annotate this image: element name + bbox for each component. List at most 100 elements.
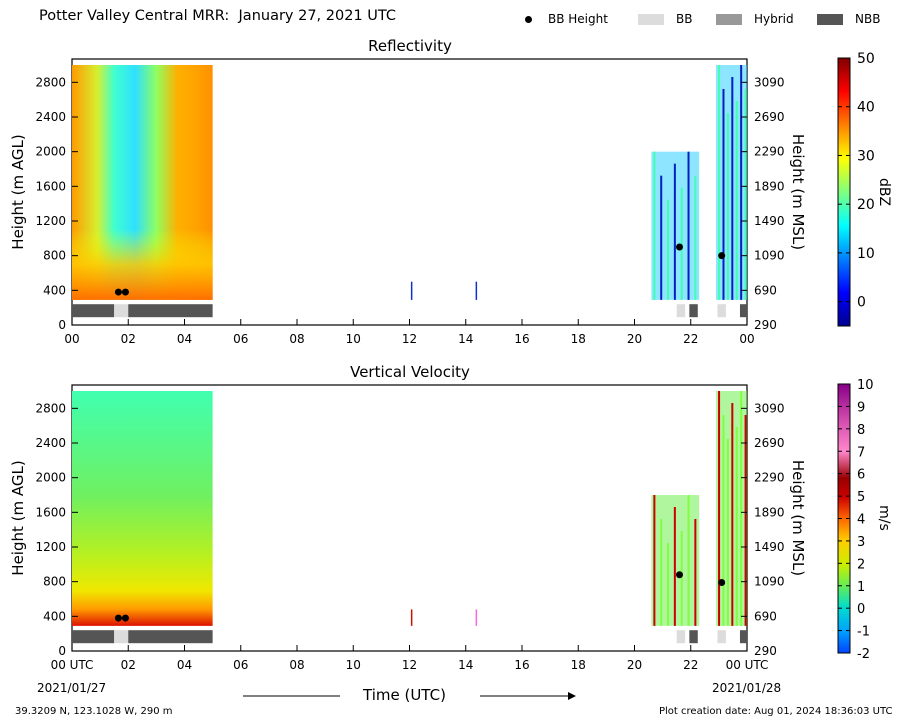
x-tick-label: 02 (121, 658, 136, 672)
colorbar-tick-label: 30 (857, 148, 875, 164)
bb-class-segment (72, 304, 115, 318)
y-tick-label: 2400 (35, 110, 66, 124)
data-streak (740, 391, 743, 626)
y2-tick-label: 2690 (754, 436, 785, 450)
start-date-label: 2021/01/27 (37, 681, 107, 695)
data-streak (722, 89, 725, 300)
data-streak (726, 439, 729, 626)
data-streak (660, 175, 663, 300)
data-streak (726, 113, 729, 300)
bb-class-segment (114, 304, 129, 318)
y-tick-label: 400 (43, 609, 66, 623)
y-tick-label: 2400 (35, 436, 66, 450)
data-streak (744, 89, 747, 300)
colorbar-tick-label: -1 (857, 625, 870, 640)
y2-tick-label: 1090 (754, 575, 785, 589)
bb-class-segment (689, 630, 698, 644)
data-region (410, 281, 413, 300)
data-streak (660, 519, 663, 626)
data-streak (673, 507, 676, 626)
data-streak (667, 199, 670, 300)
legend-nbb: NBB (817, 11, 880, 27)
data-region (475, 609, 478, 626)
bb-height-point (114, 614, 122, 622)
data-streak (694, 175, 697, 300)
y-tick-label: 2800 (35, 401, 66, 415)
data-streak (722, 415, 725, 626)
y2-tick-label: 3090 (754, 75, 785, 89)
colorbar (837, 57, 851, 327)
y2-tick-label: 1890 (754, 179, 785, 193)
bb-class-segment (689, 304, 698, 318)
data-streak (653, 495, 656, 626)
bb-class-segment (717, 630, 726, 644)
y-tick-label: 1600 (35, 505, 66, 519)
y-tick-label: 2000 (35, 145, 66, 159)
colorbar-tick-label: 40 (857, 100, 875, 116)
bb-class-segment (717, 304, 726, 318)
y-tick-label: 0 (58, 644, 66, 658)
bb-height-point (676, 571, 683, 579)
data-streak (735, 427, 738, 626)
x-tick-label: 14 (458, 332, 473, 346)
y2-tick-label: 2690 (754, 110, 785, 124)
bb-height-point (114, 288, 122, 296)
bb-height-point (676, 243, 683, 251)
x-tick-label: 08 (289, 658, 304, 672)
x-tick-label: 08 (289, 332, 304, 346)
velocity-panel-title: Vertical Velocity (350, 363, 470, 381)
bb-height-point (121, 614, 129, 622)
data-streak (680, 531, 683, 626)
y2-tick-label: 1490 (754, 540, 785, 554)
colorbar-tick-label: 9 (857, 400, 865, 415)
colorbar-tick-label: 50 (857, 51, 875, 67)
colorbar-tick-label: 10 (857, 246, 875, 262)
y2-tick-label: 690 (754, 283, 777, 297)
colorbar-tick-label: 5 (857, 490, 865, 505)
y-tick-label: 1600 (35, 179, 66, 193)
hybrid-swatch-icon (716, 13, 742, 25)
colorbar-tick-label: 4 (857, 513, 865, 528)
data-region (475, 281, 478, 300)
bb-height-marker-icon (525, 15, 532, 23)
bb-class-segment (676, 630, 686, 644)
y-tick-label: 800 (43, 575, 66, 589)
colorbar-tick-label: 10 (857, 378, 874, 393)
legend-bb: BB (638, 11, 692, 27)
x-tick-label: 16 (514, 332, 529, 346)
colorbar-tick-label: 3 (857, 535, 865, 550)
x-tick-label: 04 (177, 658, 192, 672)
y2-tick-label: 690 (754, 609, 777, 623)
x-tick-label: 02 (121, 332, 136, 346)
legend-label: BB Height (548, 12, 608, 26)
x-tick-label: 00 (739, 332, 754, 346)
legend-hybrid: Hybrid (716, 11, 794, 27)
y2-tick-label: 290 (754, 318, 777, 332)
data-streak (680, 187, 683, 300)
x-tick-label: 16 (514, 658, 529, 672)
x-tick-label: 00 UTC (726, 658, 769, 672)
y-tick-label: 800 (43, 249, 66, 263)
x-tick-label: 22 (683, 332, 698, 346)
x-tick-label: 04 (177, 332, 192, 346)
x-tick-label: 10 (346, 658, 361, 672)
data-region (72, 391, 213, 626)
x-tick-label: 18 (571, 658, 586, 672)
x-tick-label: 22 (683, 658, 698, 672)
reflectivity-panel: 0400800120016002000240028002906901090149… (35, 51, 874, 346)
bb-class-segment (128, 630, 213, 644)
velocity-panel: 0400800120016002000240028002906901090149… (35, 378, 873, 672)
y2-tick-label: 1890 (754, 505, 785, 519)
x-tick-label: 06 (233, 658, 248, 672)
data-streak (718, 391, 721, 626)
data-streak (731, 403, 734, 626)
legend-label: Hybrid (754, 12, 794, 26)
data-streak (731, 77, 734, 300)
bb-class-segment (676, 304, 686, 318)
y-tick-label: 2800 (35, 75, 66, 89)
figure-title: Potter Valley Central MRR: January 27, 2… (39, 8, 397, 24)
y2-tick-label: 2290 (754, 471, 785, 485)
x-tick-label: 06 (233, 332, 248, 346)
legend-label: BB (676, 12, 693, 26)
